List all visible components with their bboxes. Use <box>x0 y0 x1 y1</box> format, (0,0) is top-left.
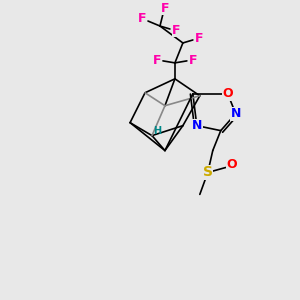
Text: N: N <box>192 119 202 132</box>
Text: S: S <box>203 166 213 179</box>
Text: O: O <box>222 87 233 100</box>
Text: F: F <box>195 32 203 46</box>
Text: F: F <box>138 11 146 25</box>
Text: N: N <box>230 107 241 120</box>
Text: O: O <box>226 158 237 171</box>
Text: H: H <box>153 126 161 136</box>
Text: F: F <box>153 54 161 68</box>
Text: F: F <box>172 25 180 38</box>
Text: F: F <box>161 2 169 15</box>
Text: F: F <box>189 54 197 68</box>
